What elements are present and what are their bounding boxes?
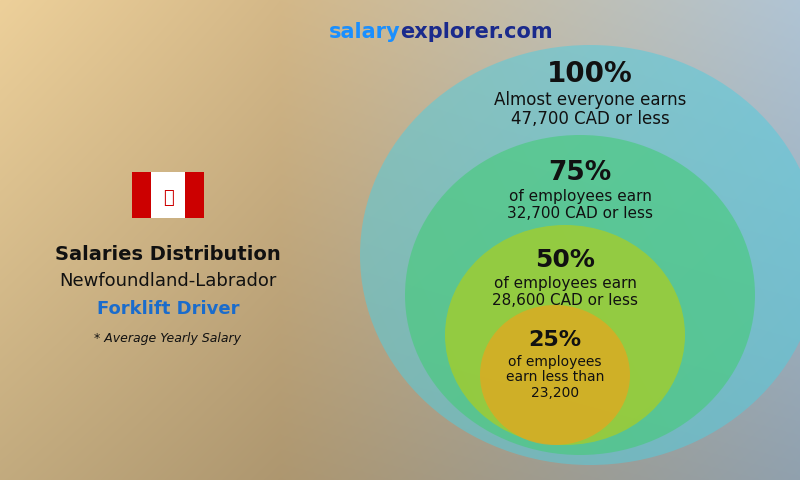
Text: Forklift Driver: Forklift Driver — [97, 300, 239, 318]
Ellipse shape — [360, 45, 800, 465]
Bar — [132, 172, 204, 218]
Text: Salaries Distribution: Salaries Distribution — [55, 245, 281, 264]
Text: 32,700 CAD or less: 32,700 CAD or less — [507, 206, 653, 221]
Text: 25%: 25% — [529, 330, 582, 350]
Text: 75%: 75% — [548, 160, 612, 186]
Text: 🍁: 🍁 — [162, 189, 174, 207]
Text: 47,700 CAD or less: 47,700 CAD or less — [510, 109, 670, 128]
Ellipse shape — [405, 135, 755, 455]
Ellipse shape — [480, 305, 630, 445]
Ellipse shape — [445, 225, 685, 445]
Text: salary: salary — [328, 22, 400, 42]
Text: of employees earn: of employees earn — [509, 190, 651, 204]
Text: Almost everyone earns: Almost everyone earns — [494, 91, 686, 109]
Text: 28,600 CAD or less: 28,600 CAD or less — [492, 293, 638, 308]
Text: of employees earn: of employees earn — [494, 276, 637, 291]
Text: 23,200: 23,200 — [531, 386, 579, 400]
Text: Newfoundland-Labrador: Newfoundland-Labrador — [59, 272, 277, 290]
Text: earn less than: earn less than — [506, 370, 604, 384]
Text: of employees: of employees — [508, 355, 602, 369]
Text: explorer.com: explorer.com — [400, 22, 553, 42]
Text: * Average Yearly Salary: * Average Yearly Salary — [94, 332, 242, 345]
Bar — [132, 172, 151, 218]
Bar — [185, 172, 204, 218]
Text: 50%: 50% — [535, 248, 595, 272]
Text: 100%: 100% — [547, 60, 633, 88]
